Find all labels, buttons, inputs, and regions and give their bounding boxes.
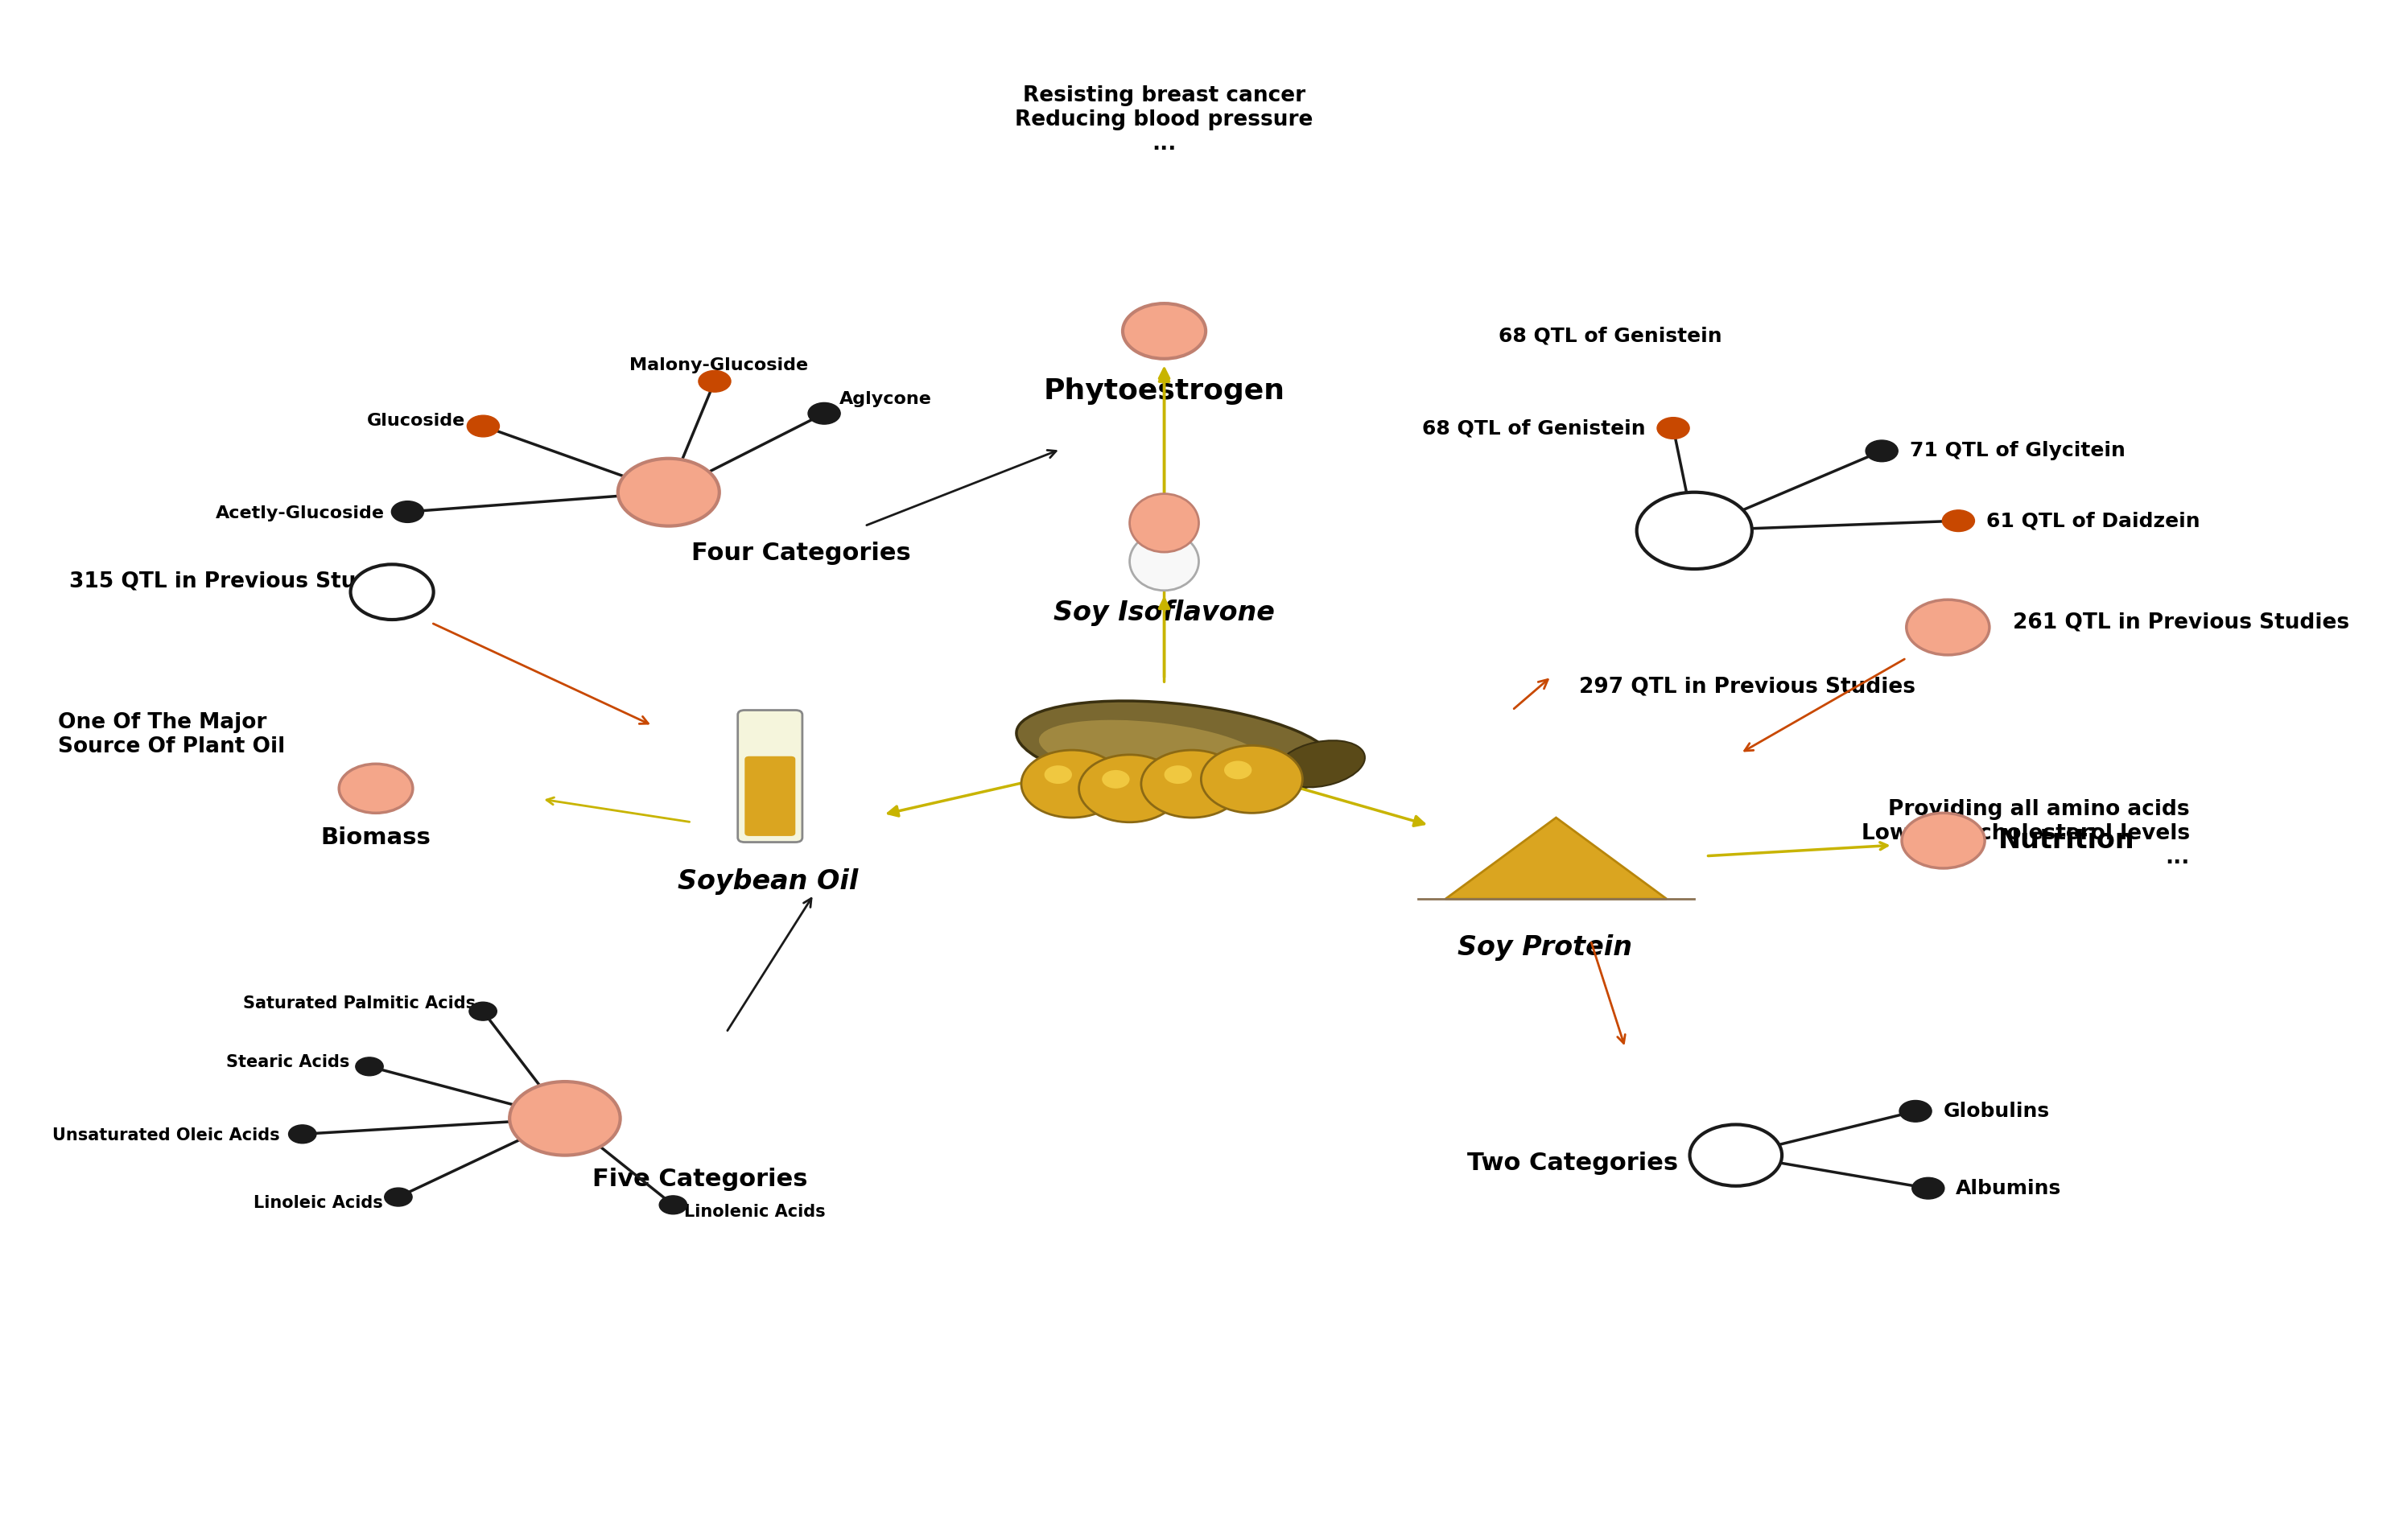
Circle shape — [1902, 813, 1984, 868]
Text: Stearic Acids: Stearic Acids — [226, 1054, 349, 1070]
Text: Biomass: Biomass — [320, 827, 431, 850]
Circle shape — [1163, 765, 1192, 784]
Text: Soy Protein: Soy Protein — [1457, 934, 1633, 961]
Text: 61 QTL of Daidzein: 61 QTL of Daidzein — [1987, 512, 2201, 530]
Text: Soy Isoflavone: Soy Isoflavone — [1055, 599, 1274, 626]
Circle shape — [1021, 750, 1122, 818]
Text: 297 QTL in Previous Studies: 297 QTL in Previous Studies — [1580, 676, 1914, 698]
Text: 315 QTL in Previous Studies: 315 QTL in Previous Studies — [70, 570, 407, 592]
Circle shape — [1866, 440, 1898, 461]
Text: Unsaturated Oleic Acids: Unsaturated Oleic Acids — [53, 1127, 279, 1144]
Circle shape — [1103, 770, 1129, 788]
Circle shape — [1202, 745, 1303, 813]
FancyBboxPatch shape — [744, 756, 795, 836]
Circle shape — [1141, 750, 1243, 818]
Text: Albumins: Albumins — [1955, 1179, 2061, 1197]
Text: Phytoestrogen: Phytoestrogen — [1043, 377, 1286, 404]
Circle shape — [698, 370, 730, 392]
Circle shape — [352, 564, 433, 619]
Text: One Of The Major
Source Of Plant Oil: One Of The Major Source Of Plant Oil — [58, 712, 284, 758]
Text: Glucoside: Glucoside — [366, 413, 465, 429]
Circle shape — [1045, 765, 1072, 784]
Circle shape — [1907, 599, 1989, 655]
Circle shape — [470, 1002, 496, 1021]
Circle shape — [1223, 761, 1252, 779]
Circle shape — [619, 458, 720, 526]
Circle shape — [1079, 755, 1180, 822]
Text: 68 QTL of Genistein: 68 QTL of Genistein — [1423, 418, 1645, 438]
Text: Four Categories: Four Categories — [691, 541, 910, 564]
Text: 261 QTL in Previous Studies: 261 QTL in Previous Studies — [2013, 612, 2348, 633]
Text: Saturated Palmitic Acids: Saturated Palmitic Acids — [243, 996, 477, 1011]
Circle shape — [1912, 1177, 1943, 1199]
Circle shape — [809, 403, 840, 424]
Text: Aglycone: Aglycone — [838, 392, 932, 407]
Circle shape — [660, 1196, 686, 1214]
Circle shape — [393, 501, 424, 523]
Ellipse shape — [1016, 701, 1334, 796]
Text: Nutrition: Nutrition — [1999, 827, 2136, 855]
Polygon shape — [1445, 818, 1666, 899]
Text: 71 QTL of Glycitein: 71 QTL of Glycitein — [1910, 441, 2124, 461]
Circle shape — [385, 1188, 412, 1207]
Text: Five Categories: Five Categories — [592, 1168, 807, 1191]
Text: Globulins: Globulins — [1943, 1102, 2049, 1120]
Circle shape — [1943, 510, 1975, 532]
Circle shape — [510, 1082, 621, 1156]
Circle shape — [356, 1057, 383, 1076]
Ellipse shape — [1038, 719, 1267, 784]
Circle shape — [1637, 492, 1753, 569]
Circle shape — [1900, 1100, 1931, 1122]
Circle shape — [1690, 1125, 1782, 1187]
Text: Providing all amino acids
Lowering cholesterol levels
...: Providing all amino acids Lowering chole… — [1861, 799, 2189, 868]
Text: 68 QTL of Genistein: 68 QTL of Genistein — [1498, 326, 1722, 346]
Circle shape — [1122, 303, 1206, 358]
Ellipse shape — [1276, 741, 1365, 787]
Text: Soybean Oil: Soybean Oil — [677, 868, 857, 895]
Circle shape — [289, 1125, 315, 1144]
Text: Linoleic Acids: Linoleic Acids — [253, 1194, 383, 1211]
Ellipse shape — [1129, 493, 1199, 552]
Circle shape — [467, 415, 498, 437]
Text: Acetly-Glucoside: Acetly-Glucoside — [217, 506, 385, 521]
FancyBboxPatch shape — [737, 710, 802, 842]
Circle shape — [1657, 418, 1690, 440]
Text: Resisting breast cancer
Reducing blood pressure
...: Resisting breast cancer Reducing blood p… — [1016, 86, 1312, 155]
Text: Linolenic Acids: Linolenic Acids — [684, 1203, 826, 1220]
Text: Malony-Glucoside: Malony-Glucoside — [628, 358, 809, 373]
Text: Two Categories: Two Categories — [1466, 1151, 1678, 1174]
Ellipse shape — [1129, 532, 1199, 590]
Circle shape — [340, 764, 412, 813]
